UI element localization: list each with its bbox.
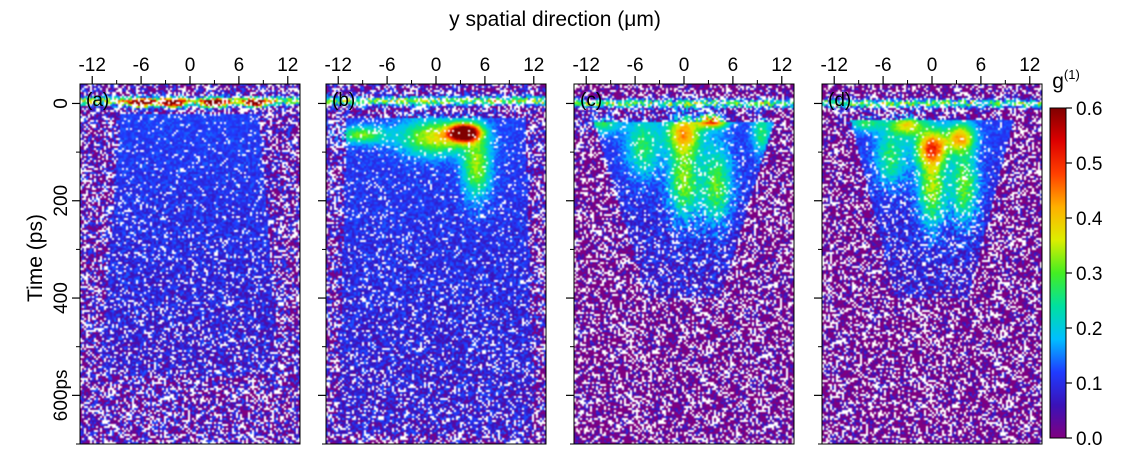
colorbar-tick-label: 0.1 bbox=[1076, 374, 1102, 395]
heatmap-image bbox=[574, 84, 794, 444]
heatmap-image bbox=[822, 84, 1042, 444]
colorbar-label: g(1) bbox=[1052, 67, 1080, 93]
x-tick-label: -6 bbox=[875, 55, 892, 76]
colorbar-tick-label: 0.0 bbox=[1076, 429, 1102, 450]
colorbar-tick-label: 0.3 bbox=[1076, 264, 1102, 285]
x-tick-label: 6 bbox=[234, 55, 245, 76]
x-tick-label: 0 bbox=[431, 55, 442, 76]
colorbar-tick-label: 0.4 bbox=[1076, 209, 1103, 230]
y-tick-label: 600ps bbox=[51, 369, 72, 421]
y-tick-label: 0 bbox=[51, 98, 72, 109]
x-tick-label: 12 bbox=[277, 55, 298, 76]
heatmap-image bbox=[326, 84, 546, 444]
x-tick-label: -12 bbox=[572, 55, 599, 76]
x-tick-label: 12 bbox=[1019, 55, 1040, 76]
panel-a: -12 -6 0 6 12 0 200 400 600ps (a) bbox=[51, 55, 301, 445]
panel-d: -12 -6 0 6 12 (d) bbox=[814, 55, 1043, 445]
colorbar-tick-label: 0.2 bbox=[1076, 319, 1102, 340]
colorbar-tick-label: 0.5 bbox=[1076, 154, 1102, 175]
x-tick-label: 12 bbox=[523, 55, 544, 76]
colorbar: 0.0 0.1 0.2 0.3 0.4 0.5 0.6 g(1) bbox=[1049, 67, 1103, 450]
x-tick-label: -12 bbox=[820, 55, 847, 76]
panel-label: (d) bbox=[828, 90, 851, 111]
panel-label: (a) bbox=[86, 90, 109, 111]
panel-b: -12 -6 0 6 12 (b) bbox=[318, 55, 547, 445]
x-tick-label: 6 bbox=[976, 55, 987, 76]
panel-label: (b) bbox=[332, 90, 355, 111]
x-tick-label: -6 bbox=[379, 55, 396, 76]
x-tick-label: -6 bbox=[133, 55, 150, 76]
x-tick-label: 0 bbox=[927, 55, 938, 76]
heatmap-image bbox=[80, 84, 300, 444]
x-tick-label: 0 bbox=[185, 55, 196, 76]
panel-c: -12 -6 0 6 12 (c) bbox=[566, 55, 795, 445]
x-tick-label: 6 bbox=[480, 55, 491, 76]
y-axis-title: Time (ps) bbox=[24, 214, 47, 302]
x-tick-label: -6 bbox=[627, 55, 644, 76]
x-tick-label: 12 bbox=[771, 55, 792, 76]
colorbar-gradient bbox=[1049, 107, 1067, 439]
x-tick-label: -12 bbox=[78, 55, 105, 76]
x-tick-label: 6 bbox=[728, 55, 739, 76]
panel-label: (c) bbox=[580, 90, 602, 111]
x-tick-label: 0 bbox=[679, 55, 690, 76]
y-tick-label: 200 bbox=[51, 185, 72, 217]
colorbar-tick-label: 0.6 bbox=[1076, 99, 1102, 120]
x-tick-label: -12 bbox=[324, 55, 351, 76]
y-tick-label: 400 bbox=[51, 282, 72, 314]
x-axis-title: y spatial direction (μm) bbox=[449, 8, 661, 31]
